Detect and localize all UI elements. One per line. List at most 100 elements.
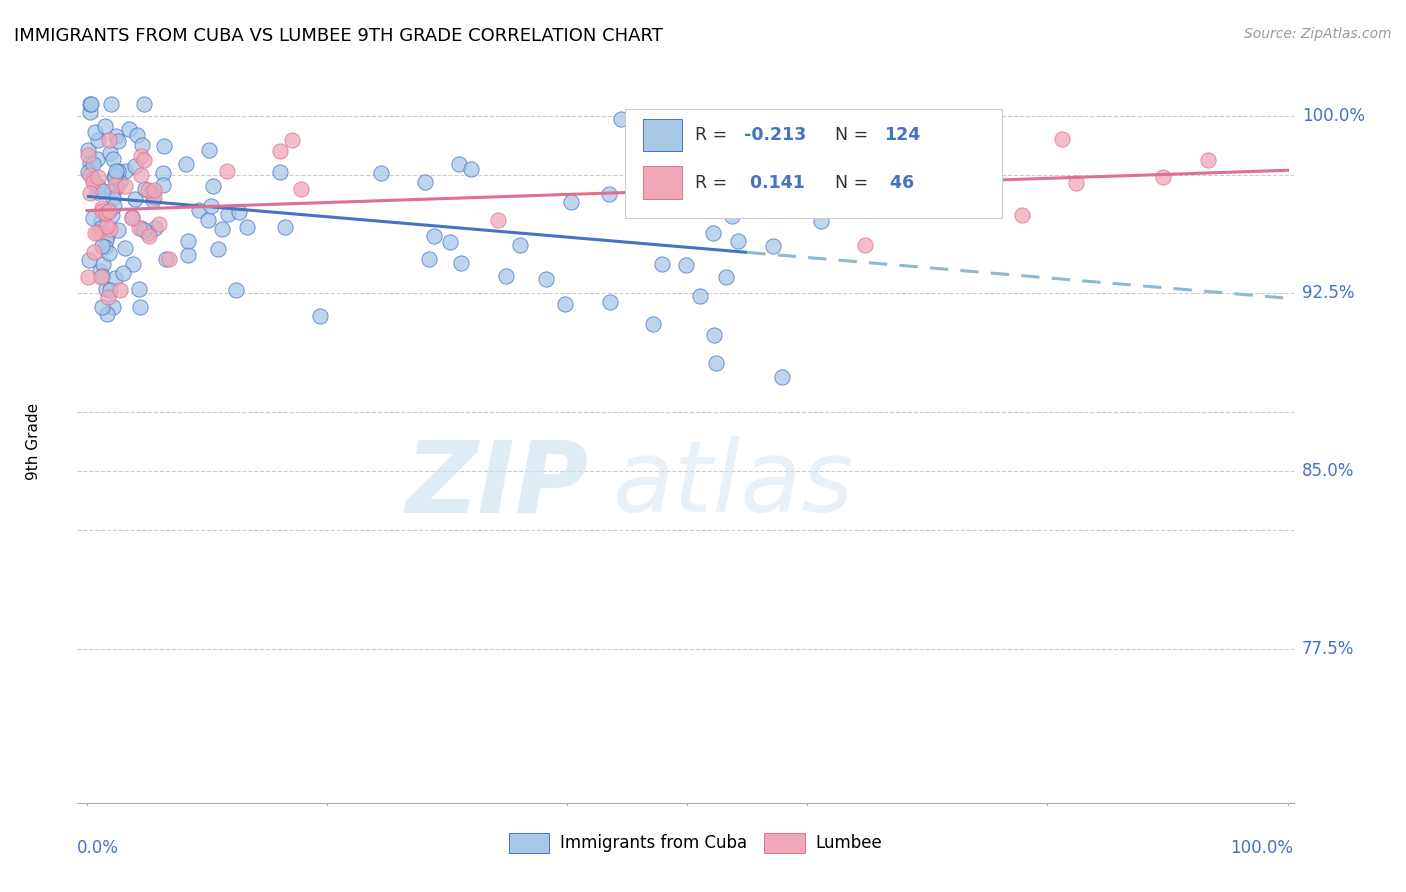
- Point: [82, 174, 104, 188]
- Point: [128, 282, 150, 296]
- Point: [91, 301, 114, 315]
- Point: [103, 199, 125, 213]
- Point: [124, 192, 146, 206]
- Point: [93, 119, 115, 133]
- Point: [101, 152, 124, 166]
- Point: [77, 252, 100, 267]
- Point: [93, 184, 115, 198]
- Point: [82, 172, 104, 186]
- Point: [103, 169, 125, 184]
- Point: [79, 186, 101, 200]
- Text: 77.5%: 77.5%: [1302, 640, 1354, 657]
- Point: [176, 156, 198, 170]
- Point: [423, 229, 446, 244]
- Point: [418, 252, 440, 267]
- Point: [200, 198, 222, 212]
- Point: [91, 203, 114, 218]
- Text: R =: R =: [695, 174, 733, 192]
- Point: [77, 165, 100, 179]
- Point: [143, 183, 166, 197]
- Point: [554, 297, 576, 311]
- Point: [201, 178, 224, 193]
- Point: [675, 258, 697, 272]
- Text: 85.0%: 85.0%: [1302, 462, 1354, 480]
- Point: [727, 234, 749, 248]
- Point: [129, 168, 152, 182]
- Point: [87, 133, 110, 147]
- Point: [110, 175, 132, 189]
- Point: [706, 356, 728, 370]
- Point: [486, 212, 509, 227]
- Point: [83, 245, 105, 260]
- Point: [152, 178, 174, 192]
- Point: [762, 239, 785, 253]
- Text: 0.0%: 0.0%: [77, 838, 120, 857]
- Point: [560, 195, 582, 210]
- Point: [450, 256, 472, 270]
- Point: [211, 222, 233, 236]
- Point: [86, 225, 108, 239]
- Point: [132, 222, 155, 236]
- Point: [290, 182, 312, 196]
- Point: [138, 226, 160, 240]
- Point: [96, 206, 118, 220]
- Point: [136, 183, 159, 197]
- Point: [89, 263, 111, 277]
- Point: [654, 191, 676, 205]
- Point: [90, 213, 112, 227]
- Text: atlas: atlas: [613, 436, 853, 533]
- Point: [101, 191, 124, 205]
- Point: [177, 248, 200, 262]
- Text: N =: N =: [835, 127, 873, 145]
- Point: [495, 269, 517, 284]
- Point: [129, 221, 152, 235]
- Point: [86, 185, 108, 199]
- Point: [108, 174, 131, 188]
- Point: [177, 235, 200, 249]
- Point: [103, 300, 125, 314]
- Text: IMMIGRANTS FROM CUBA VS LUMBEE 9TH GRADE CORRELATION CHART: IMMIGRANTS FROM CUBA VS LUMBEE 9TH GRADE…: [14, 27, 664, 45]
- Point: [509, 237, 531, 252]
- Text: 92.5%: 92.5%: [1302, 285, 1354, 302]
- Point: [94, 233, 117, 247]
- Text: 46: 46: [883, 174, 914, 192]
- Point: [269, 165, 291, 179]
- Point: [217, 207, 239, 221]
- Point: [721, 209, 744, 223]
- Point: [86, 153, 108, 167]
- Point: [121, 211, 143, 225]
- Point: [1064, 176, 1087, 190]
- Point: [702, 227, 724, 241]
- Point: [98, 222, 121, 236]
- Text: 124: 124: [883, 127, 920, 145]
- Point: [104, 178, 127, 193]
- Point: [94, 240, 117, 254]
- Point: [228, 205, 250, 219]
- Point: [651, 257, 673, 271]
- Point: [1050, 132, 1073, 146]
- Text: -0.213: -0.213: [744, 127, 806, 145]
- Point: [197, 212, 219, 227]
- Point: [153, 139, 176, 153]
- Point: [188, 203, 211, 218]
- Point: [107, 163, 129, 178]
- Point: [770, 370, 793, 384]
- Point: [132, 97, 155, 112]
- Point: [107, 223, 129, 237]
- Point: [77, 148, 100, 162]
- Point: [101, 184, 124, 198]
- Point: [225, 283, 247, 297]
- Point: [98, 246, 121, 260]
- Point: [114, 241, 136, 255]
- Text: Source: ZipAtlas.com: Source: ZipAtlas.com: [1244, 27, 1392, 41]
- Text: ZIP: ZIP: [405, 436, 588, 533]
- Point: [114, 179, 136, 194]
- Point: [703, 327, 725, 342]
- Point: [139, 186, 162, 200]
- Point: [873, 177, 896, 191]
- Point: [80, 97, 103, 112]
- Point: [105, 181, 128, 195]
- Point: [460, 161, 482, 176]
- Text: 0.141: 0.141: [744, 174, 804, 192]
- Point: [810, 214, 832, 228]
